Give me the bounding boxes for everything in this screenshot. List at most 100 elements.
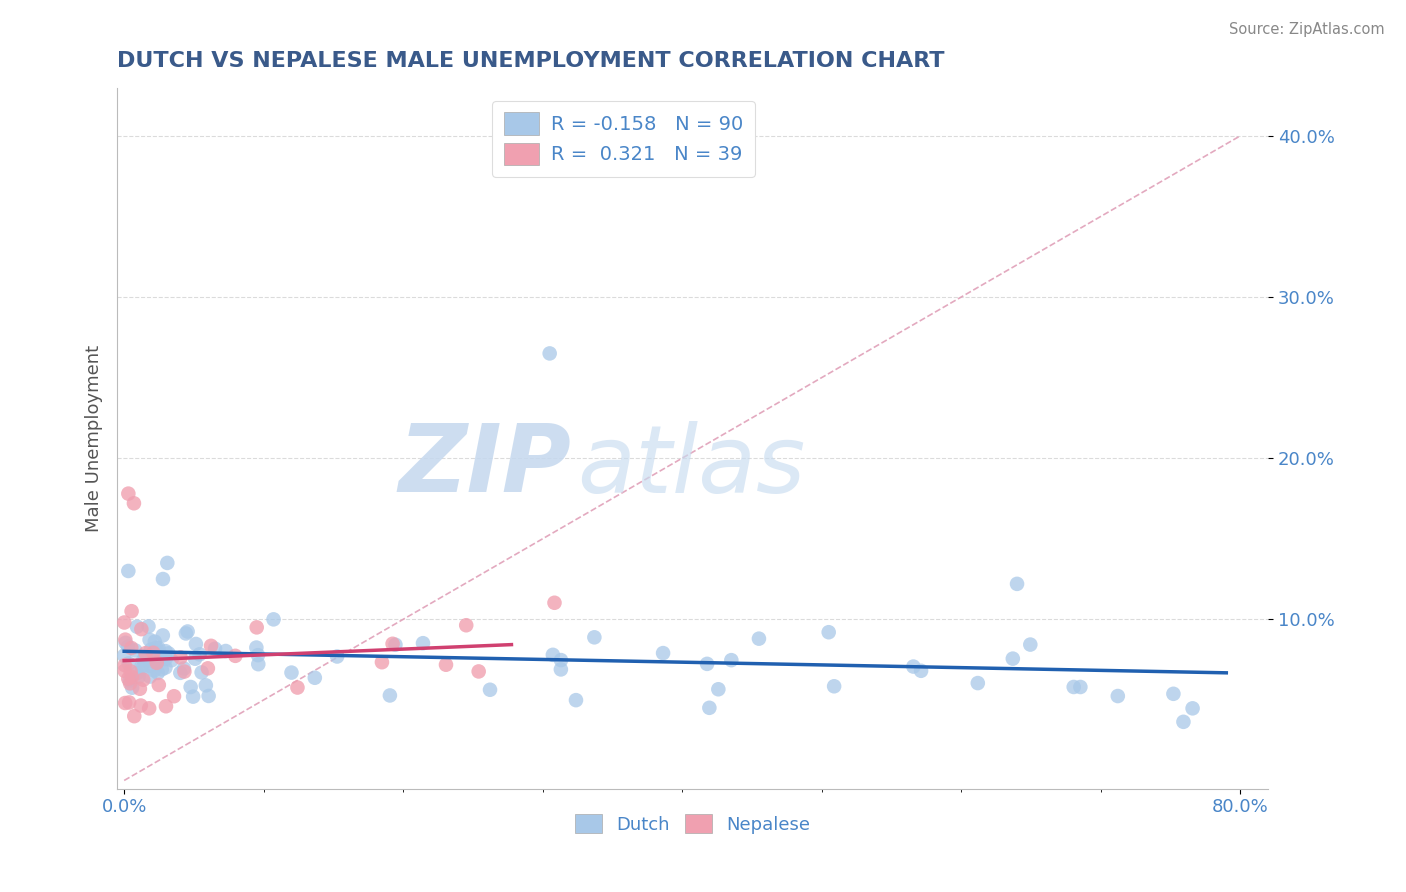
Y-axis label: Male Unemployment: Male Unemployment [86,344,103,532]
Point [720,653,742,667]
Point [124,643,146,657]
Point [224,648,246,663]
Point [155,652,177,666]
Point [152,628,174,642]
Point [145,640,167,655]
Point [204,641,226,656]
Point [173,665,195,679]
Point [138,632,160,647]
Point [132,653,155,667]
Point [181,690,204,704]
Point [378,689,401,703]
Point [188,648,211,662]
Point [384,638,406,652]
Point [184,637,207,651]
Point [583,630,606,644]
Point [169,650,191,665]
Point [479,682,502,697]
Point [134,649,156,664]
Point [142,655,165,669]
Point [145,656,167,670]
Point [139,642,162,657]
Legend: Dutch, Nepalese: Dutch, Nepalese [567,805,820,843]
Point [129,698,152,713]
Point [652,646,675,660]
Point [157,647,180,661]
Point [280,665,302,680]
Point [143,648,166,662]
Point [1005,577,1028,591]
Point [1069,680,1091,694]
Point [434,657,457,672]
Point [114,636,136,650]
Point [304,671,326,685]
Point [124,709,146,723]
Point [903,659,925,673]
Point [155,660,177,674]
Point [817,625,839,640]
Point [748,632,770,646]
Point [910,664,932,678]
Point [146,665,169,680]
Point [467,665,489,679]
Point [550,653,572,667]
Point [169,665,191,680]
Point [139,669,162,683]
Point [120,640,142,655]
Point [112,615,135,630]
Point [823,679,845,693]
Text: Source: ZipAtlas.com: Source: ZipAtlas.com [1229,22,1385,37]
Point [143,634,166,648]
Point [1163,687,1185,701]
Point [118,673,141,688]
Point [131,622,153,636]
Point [699,701,721,715]
Point [135,646,157,660]
Point [112,648,135,663]
Point [117,564,139,578]
Point [114,664,136,678]
Point [287,681,309,695]
Point [148,641,170,656]
Point [176,624,198,639]
Text: DUTCH VS NEPALESE MALE UNEMPLOYMENT CORRELATION CHART: DUTCH VS NEPALESE MALE UNEMPLOYMENT CORR… [117,51,945,70]
Point [114,632,136,647]
Point [215,644,238,658]
Point [142,646,165,660]
Point [131,658,153,673]
Text: atlas: atlas [578,420,806,512]
Point [197,689,219,703]
Point [117,486,139,500]
Point [122,496,145,510]
Point [966,676,988,690]
Point [263,612,285,626]
Point [118,696,141,710]
Point [160,653,183,667]
Point [1107,689,1129,703]
Point [1173,714,1195,729]
Point [1063,680,1085,694]
Point [1001,651,1024,665]
Point [173,661,195,675]
Point [117,657,139,671]
Point [150,662,173,676]
Point [114,658,136,673]
Point [371,655,394,669]
Point [696,657,718,671]
Point [326,649,349,664]
Point [456,618,478,632]
Point [138,619,160,633]
Point [146,655,169,669]
Point [190,665,212,680]
Point [1181,701,1204,715]
Point [120,676,142,690]
Text: ZIP: ZIP [399,420,572,512]
Point [381,637,404,651]
Point [114,696,136,710]
Point [246,620,269,634]
Point [117,640,139,654]
Point [117,672,139,686]
Point [138,701,160,715]
Point [149,648,172,662]
Point [184,651,207,665]
